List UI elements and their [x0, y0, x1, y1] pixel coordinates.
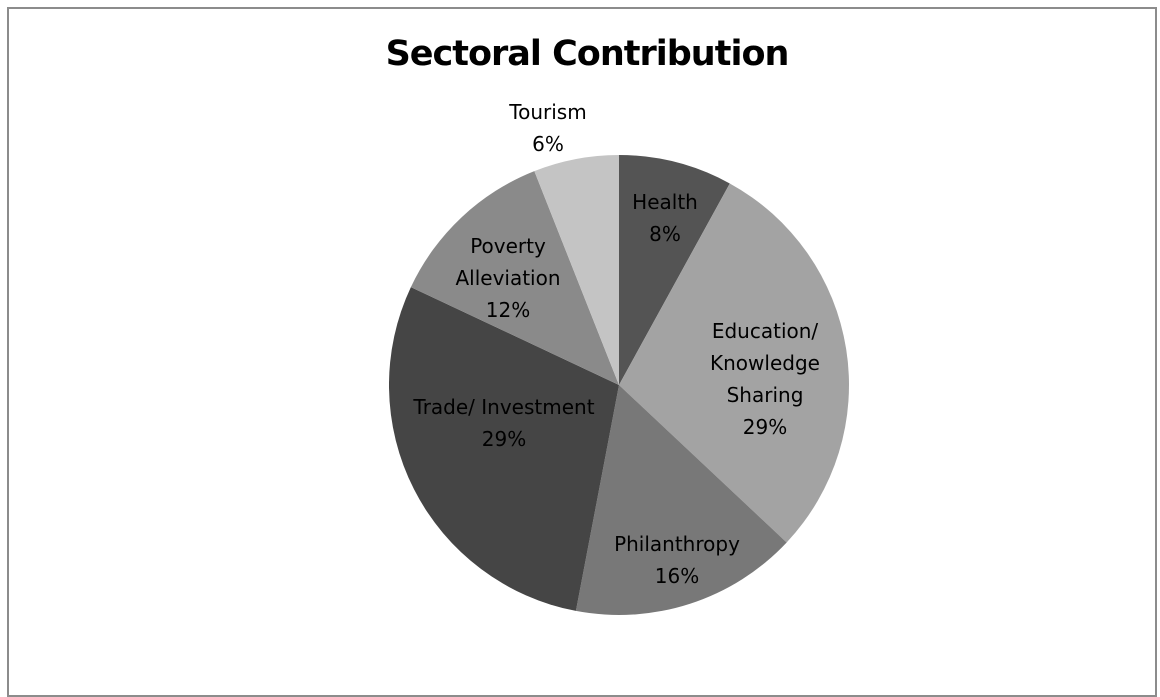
slice-label-poverty-alleviation: Poverty Alleviation 12%: [455, 234, 560, 322]
pie-slice-tourism: [534, 155, 619, 385]
pie-chart: Health 8% Education/Knowledge Sharing 29% Phi…: [388, 100, 849, 616]
slice-label-philanthropy: Philanthropy 16%: [614, 532, 740, 588]
pie-labels: Health 8% Education/Knowledge Sharing 29% Phi…: [412, 100, 820, 588]
pie-slice-trade-investment: [388, 287, 619, 611]
chart-title: Sectoral Contribution: [385, 34, 790, 74]
slice-label-trade-investment: Trade/ Investment 29%: [412, 395, 594, 451]
pie-slice-poverty-alleviation: [410, 171, 619, 385]
pie-slice-education-knowledge-sharing: [619, 183, 849, 543]
slice-label-education-knowledge-sharing: Education/Knowledge Sharing 29%: [710, 319, 820, 439]
pie-slice-philanthropy: [575, 385, 787, 616]
slice-label-tourism: Tourism 6%: [508, 100, 586, 156]
pie-slice-health: [619, 155, 730, 385]
slice-label-health: Health 8%: [632, 190, 698, 246]
pie-slices: [388, 155, 849, 616]
